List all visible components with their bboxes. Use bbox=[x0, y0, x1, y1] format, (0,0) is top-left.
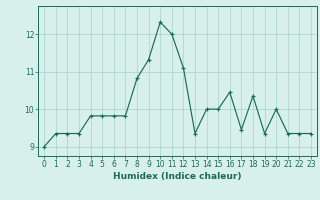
X-axis label: Humidex (Indice chaleur): Humidex (Indice chaleur) bbox=[113, 172, 242, 181]
